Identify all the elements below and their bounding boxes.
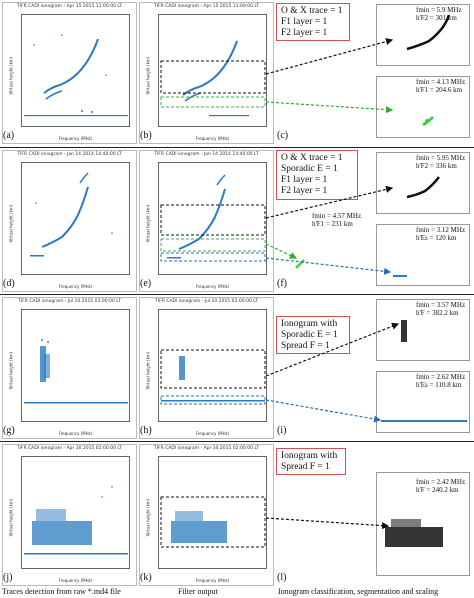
fmin-value: fmin = 2.62 MHz [416, 373, 466, 381]
panel-label: (c) [277, 130, 289, 141]
caption-filter: Filter output [178, 587, 218, 596]
panel-label: (d) [3, 278, 15, 289]
class-line: F1 layer = 1 [281, 17, 328, 27]
plot-area [21, 162, 130, 275]
raw-ionogram-j: TIFR CADI ionogram - Apr 30 2015 02:00:0… [2, 444, 137, 586]
class-line: Ionogram with [281, 319, 338, 329]
segment-upper-c: fmin = 5.9 MHz h'F2 = 301 km [370, 2, 472, 72]
panel-title: TIFR CADI ionogram - Jan 14 2014 14:40:0… [154, 152, 259, 157]
fmin-value: fmin = 4.13 MHz [416, 78, 466, 86]
plot-area [376, 4, 470, 66]
fmin-value: fmin = 2.42 MHz [416, 478, 466, 486]
panel-label: (l) [277, 572, 287, 583]
class-line: Sporadic E = 1 [281, 164, 338, 174]
plot-area [158, 14, 267, 127]
panel-label: (g) [3, 425, 15, 436]
class-line: O & X trace = 1 [281, 6, 343, 16]
x-axis-label: Frequency (MHz) [58, 578, 93, 583]
panel-label: (k) [140, 572, 152, 583]
raw-ionogram-a: TIFR CADI ionogram - Apr 15 2015 11:00:0… [2, 2, 137, 144]
plot-area [376, 299, 470, 361]
fmin-value: fmin = 5.9 MHz [416, 6, 462, 14]
height-value: h'F2 = 301 km [416, 14, 457, 22]
row-divider [0, 294, 474, 295]
plot-area [376, 371, 470, 433]
class-line: F2 layer = 1 [281, 28, 328, 38]
filter-output-e: TIFR CADI ionogram - Jan 14 2014 14:40:0… [139, 150, 274, 292]
segment-lower-f: fmin = 3.12 MHz h'Es = 120 km [370, 222, 472, 292]
class-line: Sporadic E = 1 [281, 330, 338, 340]
plot-area [158, 309, 267, 422]
segment-mid-f: fmin = 4.57 MHz h'F1 = 231 km [280, 212, 366, 280]
filter-output-k: TIFR CADI ionogram - Apr 30 2015 02:00:0… [139, 444, 274, 586]
height-value: h'F1 = 204.6 km [416, 86, 463, 94]
panel-label: (f) [277, 278, 287, 289]
panel-title: TIFR CADI ionogram - Jan 14 2014 14:40:0… [17, 152, 122, 157]
class-line: Spread F = 1 [281, 341, 330, 351]
panel-title: TIFR CADI ionogram - Jul 10 2015 03:00:0… [18, 299, 121, 304]
x-axis-label: Frequency (MHz) [195, 136, 230, 141]
x-axis-label: Frequency (MHz) [195, 578, 230, 583]
raw-ionogram-d: TIFR CADI ionogram - Jan 14 2014 14:40:0… [2, 150, 137, 292]
panel-title: TIFR CADI ionogram - Jul 10 2015 03:00:0… [155, 299, 258, 304]
height-value: h'Es = 110.8 km [416, 381, 462, 389]
panel-label: (i) [277, 425, 287, 436]
plot-area [376, 472, 470, 576]
segment-upper-i: fmin = 3.57 MHz h'F = 382.2 km [370, 297, 472, 367]
height-value: h'F = 382.2 km [416, 309, 459, 317]
x-axis-label: Frequency (MHz) [58, 284, 93, 289]
panel-label: (e) [140, 278, 152, 289]
segment-lower-i: fmin = 2.62 MHz h'Es = 110.8 km [370, 369, 472, 439]
x-axis-label: Frequency (MHz) [58, 136, 93, 141]
class-line: Spread F = 1 [281, 462, 330, 472]
x-axis-label: Frequency (MHz) [195, 431, 230, 436]
height-value: h'F = 240.2 km [416, 486, 459, 494]
classification-box: O & X trace = 1 Sporadic E = 1 F1 layer … [276, 150, 358, 200]
raw-ionogram-g: TIFR CADI ionogram - Jul 10 2015 03:00:0… [2, 297, 137, 439]
panel-title: TIFR CADI ionogram - Apr 15 2015 11:00:0… [16, 4, 123, 9]
class-line: Ionogram with [281, 451, 338, 461]
height-value: h'F2 = 336 km [416, 162, 457, 170]
filter-output-b: TIFR CADI ionogram - Apr 15 2015 11:00:0… [139, 2, 274, 144]
height-value: h'Es = 120 km [416, 234, 457, 242]
plot-area [21, 14, 130, 127]
panel-title: TIFR CADI ionogram - Apr 30 2015 02:00:0… [153, 446, 260, 451]
classification-box: Ionogram with Spread F = 1 [276, 448, 346, 475]
x-axis-label: Frequency (MHz) [58, 431, 93, 436]
classification-box: O & X trace = 1 F1 layer = 1 F2 layer = … [276, 3, 350, 41]
row-divider [0, 441, 474, 442]
panel-title: TIFR CADI ionogram - Apr 15 2015 11:00:0… [153, 4, 260, 9]
row-divider [0, 147, 474, 148]
plot-area [158, 162, 267, 275]
caption-classification: Ionogram classification, segmentation an… [278, 587, 439, 596]
panel-label: (h) [140, 425, 152, 436]
fmin-value: fmin = 5.95 MHz [416, 154, 466, 162]
panel-title: TIFR CADI ionogram - Apr 30 2015 02:00:0… [16, 446, 123, 451]
panel-label: (j) [3, 572, 13, 583]
panel-label: (b) [140, 130, 152, 141]
panel-label: (a) [3, 130, 15, 141]
segment-upper-f: fmin = 5.95 MHz h'F2 = 336 km [370, 150, 472, 220]
x-axis-label: Frequency (MHz) [195, 284, 230, 289]
height-value: h'F1 = 231 km [312, 220, 353, 228]
class-line: O & X trace = 1 [281, 153, 343, 163]
plot-area [158, 456, 267, 569]
plot-area [21, 309, 130, 422]
plot-area [376, 224, 470, 286]
plot-area [21, 456, 130, 569]
class-line: F1 layer = 1 [281, 175, 328, 185]
fmin-value: fmin = 3.12 MHz [416, 226, 466, 234]
plot-area [376, 152, 470, 214]
class-line: F2 layer = 1 [281, 186, 328, 196]
filter-output-h: TIFR CADI ionogram - Jul 10 2015 03:00:0… [139, 297, 274, 439]
caption-raw: Traces detection from raw *.md4 file [2, 587, 121, 596]
fmin-value: fmin = 3.57 MHz [416, 301, 466, 309]
fmin-value: fmin = 4.57 MHz [312, 212, 362, 220]
